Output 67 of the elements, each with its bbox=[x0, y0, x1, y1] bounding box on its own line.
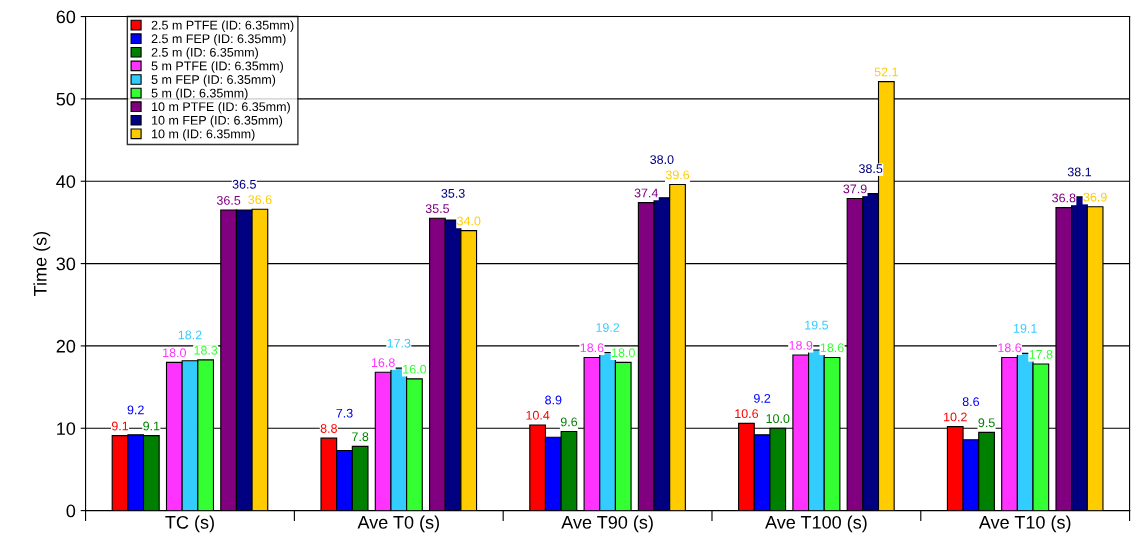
legend-label: 2.5 m PTFE (ID: 6.35mm) bbox=[151, 20, 294, 33]
legend-label: 2.5 m (ID: 6.35mm) bbox=[151, 47, 258, 60]
legend-label: 10 m (ID: 6.35mm) bbox=[152, 129, 255, 141]
data-label: 9.5 bbox=[978, 418, 995, 428]
data-label: 10.4 bbox=[526, 410, 550, 420]
data-label: 16.8 bbox=[371, 358, 395, 368]
data-label: 18.3 bbox=[194, 345, 218, 355]
data-label: 10.0 bbox=[766, 414, 790, 424]
data-label: 18.6 bbox=[998, 343, 1022, 353]
data-label: 35.5 bbox=[425, 204, 450, 214]
data-label: 10.6 bbox=[735, 409, 759, 419]
x-tick-label: Ave T0 (s) bbox=[357, 515, 439, 533]
data-label: 17.3 bbox=[387, 338, 411, 348]
x-tick-label: Ave T90 (s) bbox=[561, 515, 653, 533]
data-label: 36.6 bbox=[248, 195, 272, 204]
data-label: 18.0 bbox=[612, 348, 635, 358]
legend-label: 5 m (ID: 6.35mm) bbox=[151, 88, 248, 100]
data-label: 19.1 bbox=[1013, 323, 1037, 333]
data-label: 9.1 bbox=[111, 421, 129, 431]
legend-label: 5 m PTFE (ID: 6.35mm) bbox=[151, 61, 283, 73]
data-label: 37.4 bbox=[634, 188, 659, 198]
data-label: 8.6 bbox=[962, 397, 980, 407]
y-tick-label: 30 bbox=[56, 257, 76, 271]
data-label: 38.0 bbox=[650, 155, 674, 165]
data-label: 8.8 bbox=[320, 424, 337, 433]
y-axis-title: Time (s) bbox=[33, 231, 51, 296]
data-label: 7.8 bbox=[352, 432, 369, 442]
legend-label: 2.5 m FEP (ID: 6.35mm) bbox=[151, 33, 286, 46]
x-tick-label: TC (s) bbox=[165, 515, 214, 533]
y-tick-label: 40 bbox=[56, 175, 76, 188]
data-label: 10.2 bbox=[944, 412, 967, 422]
data-label: 8.9 bbox=[545, 395, 562, 405]
y-tick-label: 50 bbox=[56, 92, 76, 106]
data-label: 52.1 bbox=[874, 67, 898, 77]
data-label: 36.5 bbox=[232, 179, 256, 189]
data-label: 38.5 bbox=[858, 164, 883, 174]
y-tick-label: 0 bbox=[66, 504, 76, 518]
data-label: 19.2 bbox=[596, 323, 620, 332]
data-label: 18.0 bbox=[163, 348, 186, 358]
legend-label: 5 m FEP (ID: 6.35mm) bbox=[151, 74, 276, 87]
data-label: 9.2 bbox=[127, 405, 144, 415]
data-label: 9.1 bbox=[143, 421, 160, 431]
data-label: 18.6 bbox=[580, 343, 604, 353]
data-label: 36.8 bbox=[1052, 193, 1076, 203]
data-label: 9.2 bbox=[754, 393, 771, 403]
data-label: 19.5 bbox=[805, 320, 829, 330]
x-tick-label: Ave T10 (s) bbox=[978, 515, 1071, 533]
y-tick-label: 60 bbox=[56, 10, 76, 24]
legend-label: 10 m PTFE (ID: 6.35mm) bbox=[152, 101, 290, 114]
data-label: 37.9 bbox=[843, 184, 867, 194]
data-label: 36.9 bbox=[1083, 192, 1107, 202]
data-label: 18.6 bbox=[820, 343, 844, 353]
data-label: 34.0 bbox=[457, 216, 481, 226]
data-label: 18.2 bbox=[178, 330, 202, 340]
data-label: 38.1 bbox=[1067, 167, 1092, 177]
data-label: 39.6 bbox=[665, 170, 690, 180]
data-label: 36.5 bbox=[216, 195, 241, 205]
data-label: 35.3 bbox=[441, 188, 465, 198]
y-tick-label: 20 bbox=[56, 339, 76, 353]
data-label: 17.8 bbox=[1029, 349, 1053, 359]
legend-label: 10 m FEP (ID: 6.35mm) bbox=[152, 115, 283, 128]
x-tick-label: Ave T100 (s) bbox=[765, 515, 867, 533]
data-label: 7.3 bbox=[336, 408, 353, 418]
data-label: 16.0 bbox=[403, 364, 427, 374]
data-label: 9.6 bbox=[560, 417, 578, 427]
data-label: 18.9 bbox=[789, 340, 813, 350]
y-tick-label: 10 bbox=[57, 422, 76, 435]
